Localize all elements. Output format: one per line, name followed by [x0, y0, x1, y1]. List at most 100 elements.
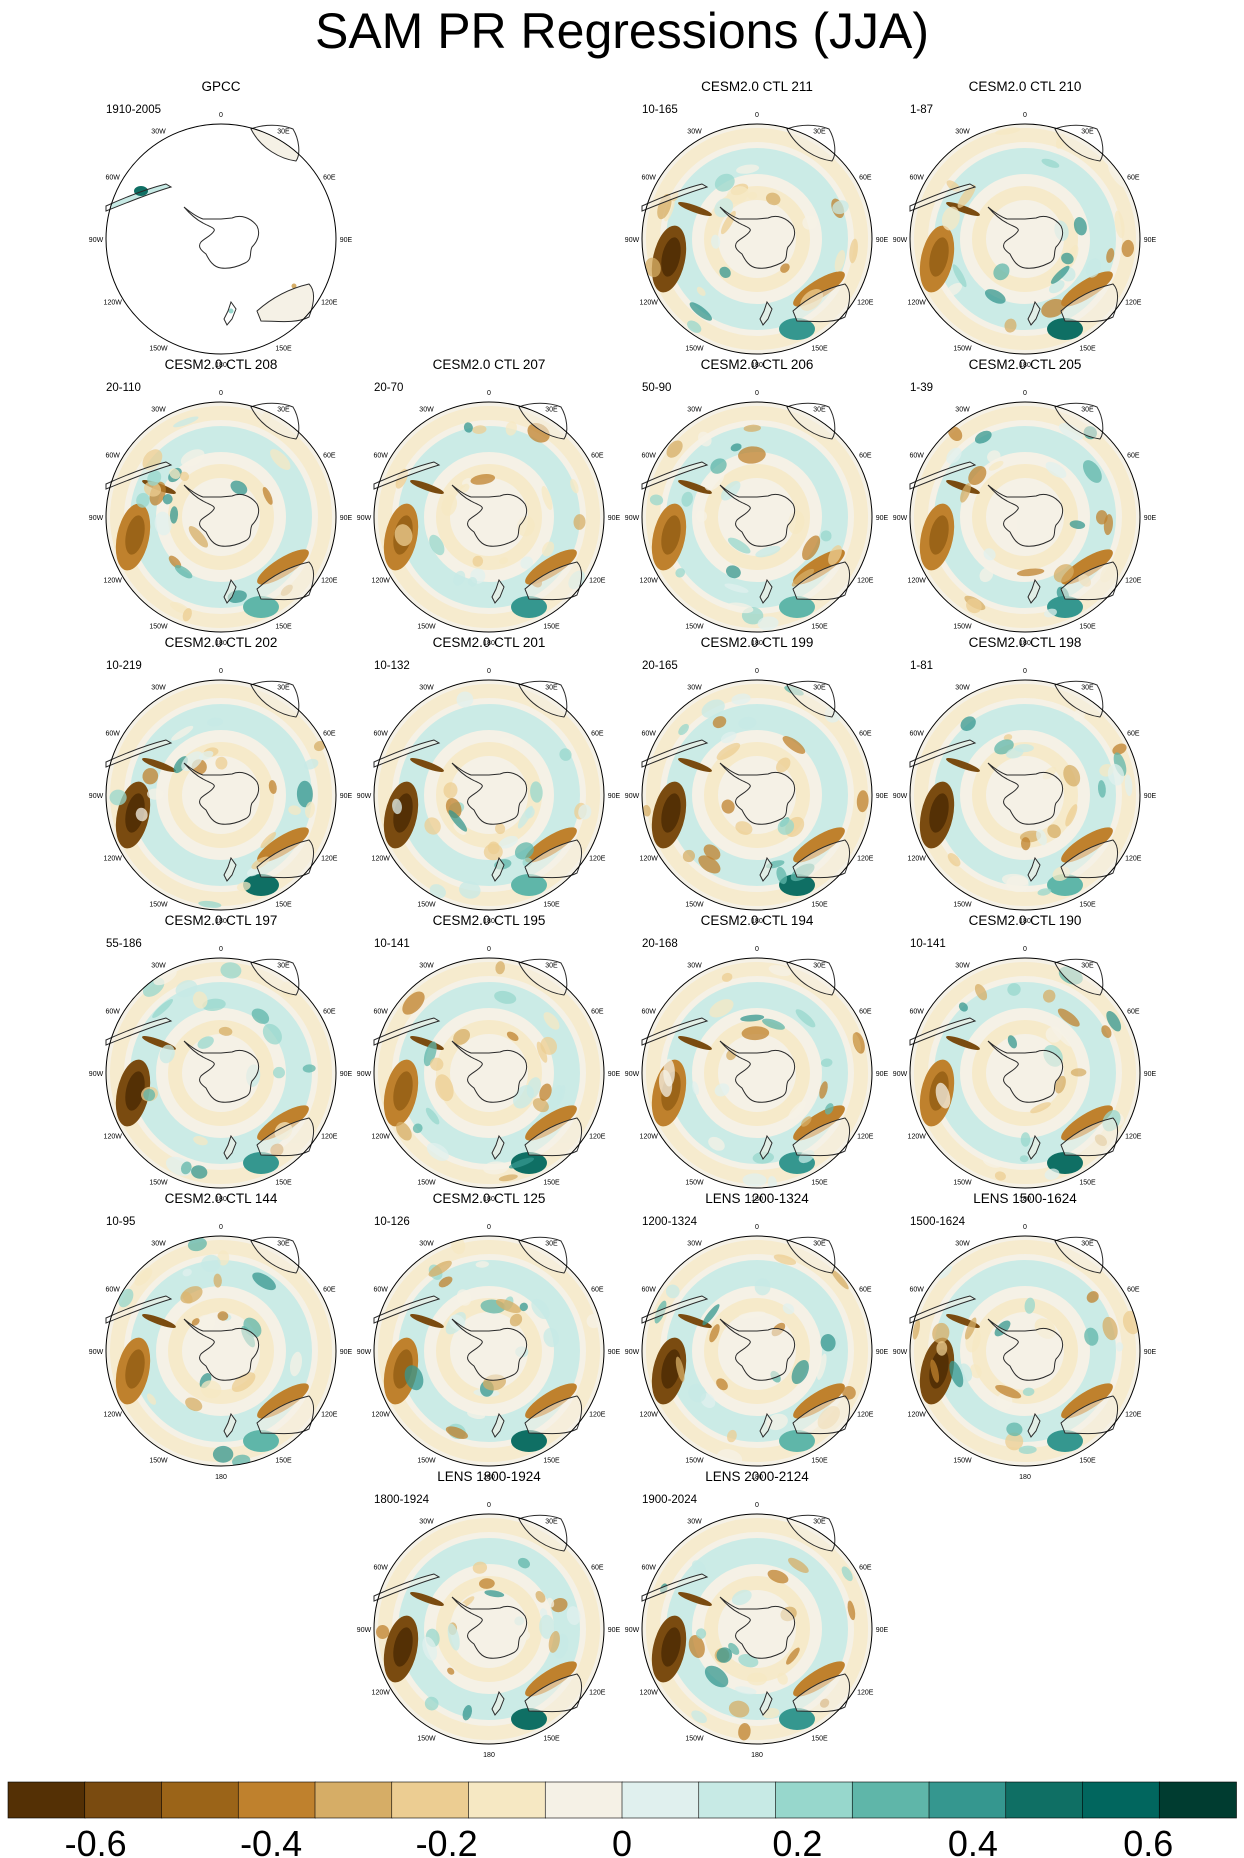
colorbar-swatch	[84, 1781, 163, 1819]
longitude-label: 60E	[859, 1287, 872, 1294]
longitude-label: 0	[487, 1224, 491, 1231]
panel-title: LENS 2000-2124	[705, 1469, 809, 1484]
colorbar-swatch	[928, 1781, 1007, 1819]
longitude-label: 60E	[323, 175, 336, 182]
longitude-label: 90E	[340, 1071, 353, 1078]
polar-map-disc	[105, 401, 337, 633]
longitude-label: 30E	[1081, 963, 1094, 970]
longitude-label: 150W	[685, 623, 704, 630]
longitude-label: 150E	[811, 1457, 828, 1464]
polar-map-disc	[373, 957, 605, 1189]
longitude-label: 0	[1023, 668, 1027, 675]
panel-title: CESM2.0 CTL 201	[433, 635, 546, 650]
longitude-label: 90W	[89, 237, 104, 244]
longitude-label: 150W	[953, 1457, 972, 1464]
map-panel: LENS 2000-2124 1900-2024 0 30E 60E 90E 120E 150…	[625, 1469, 889, 1759]
longitude-label: 90W	[893, 515, 908, 522]
map-panel: CESM2.0 CTL 211 10-165 0 30E 60E 90E 120E 150E 1…	[625, 79, 889, 369]
longitude-label: 180	[215, 1196, 227, 1203]
map-panel: CESM2.0 CTL 190 10-141 0 30E 60E 90E 120E 150E 1…	[893, 913, 1157, 1203]
polar-map-disc	[105, 123, 337, 355]
longitude-label: 120W	[640, 1134, 659, 1141]
longitude-label: 150E	[543, 1735, 560, 1742]
longitude-label: 180	[1019, 1474, 1031, 1481]
longitude-label: 120E	[589, 1412, 606, 1419]
longitude-label: 60W	[909, 175, 924, 182]
longitude-label: 180	[751, 1196, 763, 1203]
longitude-label: 120W	[104, 856, 123, 863]
longitude-label: 60W	[909, 1287, 924, 1294]
longitude-label: 120W	[908, 1134, 927, 1141]
panel-years: 20-70	[374, 382, 403, 394]
longitude-label: 30W	[419, 1519, 434, 1526]
longitude-label: 30W	[151, 963, 166, 970]
longitude-label: 0	[755, 946, 759, 953]
longitude-label: 60W	[641, 453, 656, 460]
panel-title: CESM2.0 CTL 197	[165, 913, 278, 928]
longitude-label: 60W	[909, 453, 924, 460]
longitude-label: 120E	[857, 1412, 874, 1419]
polar-map-disc	[373, 401, 605, 633]
longitude-label: 120E	[321, 1412, 338, 1419]
longitude-label: 90E	[876, 1349, 889, 1356]
longitude-label: 90E	[608, 793, 621, 800]
longitude-label: 90E	[876, 793, 889, 800]
panel-title: LENS 1200-1324	[705, 1191, 809, 1206]
longitude-label: 90E	[608, 1071, 621, 1078]
longitude-label: 60E	[1127, 175, 1140, 182]
colorbar-tick-label: -0.4	[240, 1823, 302, 1858]
longitude-label: 180	[1019, 918, 1031, 925]
longitude-label: 60W	[641, 1287, 656, 1294]
longitude-label: 120W	[640, 1690, 659, 1697]
longitude-label: 120E	[857, 1134, 874, 1141]
longitude-label: 180	[483, 1196, 495, 1203]
map-panel: CESM2.0 CTL 210 1-87 0 30E 60E 90E 120E 150E 180…	[893, 79, 1157, 369]
longitude-label: 150W	[953, 623, 972, 630]
longitude-label: 180	[1019, 362, 1031, 369]
longitude-label: 30E	[277, 685, 290, 692]
longitude-label: 120W	[908, 1412, 927, 1419]
longitude-label: 90W	[625, 237, 640, 244]
longitude-label: 120W	[372, 1690, 391, 1697]
map-panel: LENS 1200-1324 1200-1324 0 30E 60E 90E 120E 150…	[625, 1191, 889, 1481]
longitude-label: 120E	[1125, 578, 1142, 585]
polar-map-disc	[909, 401, 1141, 633]
longitude-label: 90E	[340, 793, 353, 800]
colorbar-swatch	[468, 1781, 547, 1819]
longitude-label: 150W	[685, 1457, 704, 1464]
longitude-label: 60W	[105, 453, 120, 460]
longitude-label: 150E	[275, 901, 292, 908]
panel-title: CESM2.0 CTL 194	[701, 913, 814, 928]
panel-years: 1800-1924	[374, 1494, 430, 1506]
longitude-label: 150E	[275, 345, 292, 352]
longitude-label: 0	[219, 946, 223, 953]
colorbar-swatch	[391, 1781, 470, 1819]
longitude-label: 150E	[543, 1179, 560, 1186]
longitude-label: 180	[483, 918, 495, 925]
longitude-label: 0	[755, 1224, 759, 1231]
longitude-label: 120W	[372, 1134, 391, 1141]
longitude-label: 90E	[1144, 793, 1157, 800]
map-panel: CESM2.0 CTL 198 1-81 0 30E 60E 90E 120E 150E 180…	[893, 635, 1157, 925]
longitude-label: 0	[1023, 112, 1027, 119]
map-panel: CESM2.0 CTL 144 10-95 0 30E 60E 90E 120E 150E 18…	[89, 1191, 353, 1481]
longitude-label: 30W	[955, 129, 970, 136]
longitude-label: 60W	[105, 175, 120, 182]
panel-years: 1200-1324	[642, 1216, 698, 1228]
longitude-label: 60E	[859, 1009, 872, 1016]
colorbar-swatch	[161, 1781, 240, 1819]
colorbar-swatch	[7, 1781, 86, 1819]
longitude-label: 0	[755, 1502, 759, 1509]
colorbar-tick-label: 0.6	[1123, 1823, 1173, 1858]
panel-title: LENS 1800-1924	[437, 1469, 541, 1484]
longitude-label: 150W	[953, 1179, 972, 1186]
longitude-label: 120W	[908, 578, 927, 585]
map-panel: LENS 1500-1624 1500-1624 0 30E 60E 90E 120E 150…	[893, 1191, 1157, 1481]
longitude-label: 120E	[589, 856, 606, 863]
longitude-label: 30E	[545, 407, 558, 414]
longitude-label: 60W	[373, 1009, 388, 1016]
longitude-label: 30W	[151, 685, 166, 692]
longitude-label: 120E	[589, 1134, 606, 1141]
longitude-label: 120E	[321, 578, 338, 585]
longitude-label: 0	[487, 946, 491, 953]
